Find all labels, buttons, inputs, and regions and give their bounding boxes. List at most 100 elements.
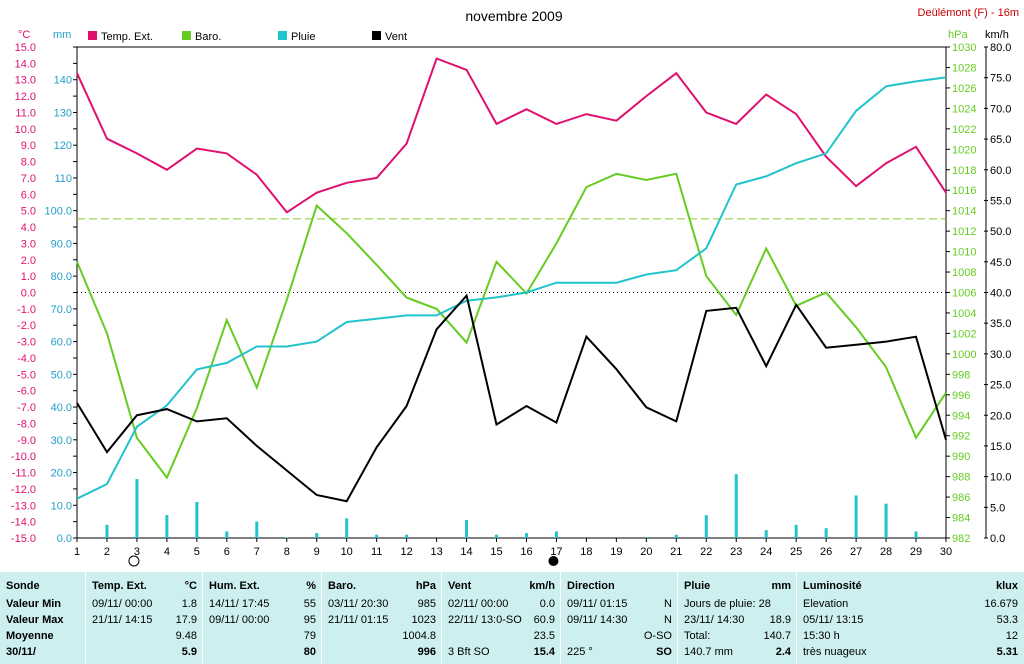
rain-tick-label: 30.0 (51, 435, 72, 447)
x-tick-label: 29 (910, 546, 922, 558)
summary-row: 5.9 (86, 644, 203, 660)
summary-row: 09/11/ 00:00 95 (203, 612, 322, 628)
baro-tick-label: 992 (952, 431, 970, 443)
x-tick-label: 30 (940, 546, 952, 558)
summary-row: 9.48 (86, 628, 203, 644)
rain-tick-label: 130 (54, 107, 72, 119)
summary-table: Sonde Valeur Min Valeur Max Moyenne 30/11/Te… (0, 572, 1024, 664)
summary-header-unit: klux (995, 580, 1018, 592)
summary-row: Elevation 16.679 (797, 596, 1024, 612)
baro-tick-label: 1010 (952, 247, 976, 259)
temp-tick-label: -6.0 (17, 386, 36, 398)
summary-row-label: 23/11/ 14:30 (684, 614, 745, 626)
x-tick-label: 7 (254, 546, 260, 558)
summary-column: Luminosité klux Elevation 16.679 05/11/ 13:1… (797, 572, 1024, 664)
summary-header-unit: % (306, 580, 316, 592)
plot-area: 15.014.013.012.011.010.09.08.07.06.05.04… (11, 42, 1011, 567)
summary-header-unit: mm (771, 580, 791, 592)
summary-row: 21/11/ 14:15 17.9 (86, 612, 203, 628)
pluie-line (76, 76, 947, 500)
summary-column: Vent km/h 02/11/ 00:00 0.0 22/11/ 13:0-SO 60.… (442, 572, 561, 664)
temp-tick-label: -2.0 (17, 320, 36, 332)
summary-row: 225 ° SO (561, 644, 678, 660)
summary-row-value: 80 (303, 646, 316, 658)
wind-tick-label: 60.0 (990, 165, 1011, 177)
wind-tick-label: 50.0 (990, 226, 1011, 238)
column-separator (202, 572, 203, 664)
wind-tick-label: 20.0 (990, 410, 1011, 422)
summary-row-value: 5.31 (996, 646, 1018, 658)
summary-header-label: Vent (448, 580, 472, 592)
column-separator (85, 572, 86, 664)
x-tick-label: 11 (371, 546, 382, 558)
summary-header: Sonde (0, 578, 86, 594)
summary-row: très nuageux 5.31 (797, 644, 1024, 660)
summary-header-label: Baro. (328, 580, 357, 592)
temp-tick-label: -5.0 (17, 369, 36, 381)
baro-tick-label: 988 (952, 472, 970, 484)
x-tick-label: 4 (164, 546, 170, 558)
rain-bar (554, 531, 558, 538)
temp-tick-label: -14.0 (11, 517, 36, 529)
legend-label: Baro. (195, 31, 221, 43)
rain-tick-label: 70.0 (51, 304, 72, 316)
summary-row-value: 53.3 (996, 614, 1018, 626)
column-separator (560, 572, 561, 664)
temp-tick-label: 11.0 (15, 107, 36, 119)
summary-row: 09/11/ 01:15 N (561, 596, 678, 612)
summary-row: 02/11/ 00:00 0.0 (442, 596, 561, 612)
x-tick-label: 24 (760, 546, 772, 558)
rain-bar (854, 495, 858, 538)
summary-row-value: N (664, 598, 672, 610)
wind-tick-label: 40.0 (990, 288, 1011, 300)
temp-tick-label: -8.0 (17, 418, 36, 430)
rain-unit-label: mm (53, 29, 71, 41)
station-label: Deülémont (F) - 16m (918, 7, 1019, 19)
summary-row-value: 17.9 (175, 614, 197, 626)
rain-bar (165, 515, 169, 538)
summary-row-label: 22/11/ 13:0-SO (448, 614, 522, 626)
baro-tick-label: 1012 (952, 226, 976, 238)
temp-tick-label: 10.0 (15, 124, 36, 136)
summary-row-label: 21/11/ 01:15 (328, 614, 389, 626)
temp-tick-label: 0.0 (21, 288, 36, 300)
summary-row-label: Jours de pluie: 28 (684, 598, 771, 610)
summary-row-label: Valeur Min (6, 598, 62, 610)
wind-tick-label: 55.0 (990, 195, 1011, 207)
baro-tick-label: 1024 (952, 103, 976, 115)
x-tick-label: 6 (224, 546, 230, 558)
summary-header: Direction (561, 578, 678, 594)
baro-tick-label: 1000 (952, 349, 976, 361)
x-tick-label: 21 (670, 546, 682, 558)
vent-line (76, 293, 947, 503)
summary-row-label: Valeur Max (6, 614, 64, 626)
full-moon-icon (128, 555, 140, 567)
rain-bar (644, 537, 648, 538)
summary-row: Valeur Min (0, 596, 86, 612)
column-separator (677, 572, 678, 664)
temp-tick-label: -12.0 (11, 484, 36, 496)
summary-row: 21/11/ 01:15 1023 (322, 612, 442, 628)
rain-tick-label: 40.0 (51, 402, 72, 414)
summary-header-label: Direction (567, 580, 615, 592)
rain-tick-label: 80.0 (51, 271, 72, 283)
wind-tick-label: 35.0 (990, 318, 1011, 330)
temp-ext-line (76, 57, 947, 214)
summary-row: 15:30 h 12 (797, 628, 1024, 644)
summary-row-value: 996 (417, 646, 436, 658)
summary-header: Hum. Ext.% (203, 578, 322, 594)
summary-row-value: 140.7 (763, 630, 791, 642)
temp-tick-label: 3.0 (21, 238, 36, 250)
summary-row: Valeur Max (0, 612, 86, 628)
summary-row: 09/11/ 00:00 1.8 (86, 596, 203, 612)
summary-row-value: 18.9 (769, 614, 791, 626)
summary-row-label: 30/11/ (6, 646, 36, 658)
rain-bar (135, 479, 139, 538)
x-tick-label: 8 (284, 546, 290, 558)
rain-bar (345, 518, 349, 538)
summary-column: Hum. Ext.% 14/11/ 17:45 55 09/11/ 00:00 95 79… (203, 572, 322, 664)
x-tick-label: 18 (580, 546, 592, 558)
temp-tick-label: 13.0 (15, 75, 36, 87)
summary-row: 1004.8 (322, 628, 442, 644)
